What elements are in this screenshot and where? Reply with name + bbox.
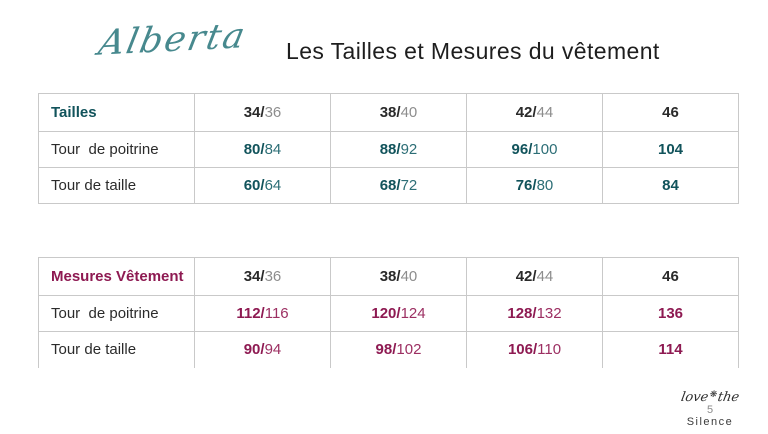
value-main: 84 bbox=[662, 177, 679, 194]
size-column-header: 38/40 bbox=[330, 257, 467, 296]
size-main: 46 bbox=[662, 104, 679, 121]
body-sizes-table: Tailles 34/36 38/40 42/44 46 Tour de poi… bbox=[38, 93, 739, 204]
measure-cell: 80/84 bbox=[194, 131, 331, 168]
value-main: 76/ bbox=[515, 177, 537, 194]
value-main: 68/ bbox=[379, 177, 401, 194]
footer-silence-text: Silence bbox=[686, 415, 734, 428]
size-secondary: 44 bbox=[536, 104, 554, 121]
page-number: 5 bbox=[706, 403, 714, 416]
size-column-header: 34/36 bbox=[194, 93, 331, 132]
size-secondary: 36 bbox=[264, 268, 282, 285]
value-main: 88/ bbox=[379, 141, 401, 158]
measure-cell: 106/110 bbox=[466, 331, 603, 368]
value-secondary: 110 bbox=[537, 341, 562, 359]
value-secondary: 80 bbox=[536, 177, 554, 194]
measure-cell: 76/80 bbox=[466, 167, 603, 204]
table-row: Tour de poitrine 112/116 120/124 128/132… bbox=[38, 295, 739, 332]
value-main: 114 bbox=[658, 341, 683, 359]
value-main: 60/ bbox=[243, 177, 265, 194]
row-label-taille: Tour de taille bbox=[38, 331, 195, 368]
brand-logo-alberta: Alberta bbox=[95, 16, 251, 64]
value-secondary: 94 bbox=[264, 341, 282, 359]
size-secondary: 40 bbox=[400, 104, 418, 121]
page-title: Les Tailles et Mesures du vêtement bbox=[286, 38, 660, 64]
size-main: 38/ bbox=[379, 268, 401, 285]
footer-love-text: love bbox=[679, 389, 710, 405]
value-secondary: 116 bbox=[264, 305, 289, 322]
size-column-header: 38/40 bbox=[330, 93, 467, 132]
size-column-header: 42/44 bbox=[466, 93, 603, 132]
measure-cell: 112/116 bbox=[194, 295, 331, 332]
measure-cell: 84 bbox=[602, 167, 739, 204]
footer-brand-logo: love❋the 5 Silence bbox=[661, 389, 760, 428]
measure-cell: 88/92 bbox=[330, 131, 467, 168]
measure-cell: 120/124 bbox=[330, 295, 467, 332]
table-header-row: Tailles 34/36 38/40 42/44 46 bbox=[38, 93, 739, 132]
value-main: 112/ bbox=[236, 305, 265, 322]
table-row: Tour de poitrine 80/84 88/92 96/100 104 bbox=[38, 131, 739, 168]
row-label-poitrine: Tour de poitrine bbox=[38, 295, 195, 332]
value-main: 90/ bbox=[243, 341, 265, 359]
value-main: 96/ bbox=[511, 141, 533, 158]
value-main: 136 bbox=[657, 305, 684, 322]
measure-cell: 98/102 bbox=[330, 331, 467, 368]
size-column-header: 34/36 bbox=[194, 257, 331, 296]
size-secondary: 36 bbox=[264, 104, 282, 121]
size-column-header: 46 bbox=[602, 93, 739, 132]
value-secondary: 64 bbox=[264, 177, 282, 194]
value-secondary: 102 bbox=[396, 341, 422, 359]
measure-cell: 60/64 bbox=[194, 167, 331, 204]
size-column-header: 46 bbox=[602, 257, 739, 296]
size-main: 38/ bbox=[379, 104, 401, 121]
size-secondary: 40 bbox=[400, 268, 418, 285]
value-main: 120/ bbox=[371, 305, 401, 322]
value-secondary: 124 bbox=[400, 305, 426, 322]
table-row: Tour de taille 90/94 98/102 106/110 114 bbox=[38, 331, 739, 368]
measure-cell: 128/132 bbox=[466, 295, 603, 332]
measure-cell: 68/72 bbox=[330, 167, 467, 204]
size-main: 42/ bbox=[515, 268, 537, 285]
value-secondary: 132 bbox=[536, 305, 562, 322]
value-secondary: 92 bbox=[400, 141, 418, 158]
measure-cell: 90/94 bbox=[194, 331, 331, 368]
garment-measures-table: Mesures Vêtement 34/36 38/40 42/44 46 To… bbox=[38, 257, 739, 368]
measure-cell: 114 bbox=[602, 331, 739, 368]
value-secondary: 84 bbox=[264, 141, 282, 158]
footer-the-text: the bbox=[716, 389, 741, 405]
size-main: 34/ bbox=[243, 268, 265, 285]
value-secondary: 100 bbox=[532, 141, 558, 158]
value-secondary: 72 bbox=[400, 177, 418, 194]
table-title-mesures-vetement: Mesures Vêtement bbox=[38, 257, 195, 296]
table-row: Tour de taille 60/64 68/72 76/80 84 bbox=[38, 167, 739, 204]
value-main: 80/ bbox=[243, 141, 265, 158]
value-main: 104 bbox=[657, 141, 684, 158]
size-main: 42/ bbox=[515, 104, 537, 121]
footer-script-line: love❋the bbox=[661, 389, 760, 405]
value-main: 98/ bbox=[375, 341, 397, 359]
size-secondary: 44 bbox=[536, 268, 554, 285]
row-label-poitrine: Tour de poitrine bbox=[38, 131, 195, 168]
row-label-taille: Tour de taille bbox=[38, 167, 195, 204]
measure-cell: 104 bbox=[602, 131, 739, 168]
size-main: 46 bbox=[662, 268, 679, 285]
table-header-row: Mesures Vêtement 34/36 38/40 42/44 46 bbox=[38, 257, 739, 296]
size-main: 34/ bbox=[243, 104, 265, 121]
value-main: 128/ bbox=[507, 305, 537, 322]
table-title-tailles: Tailles bbox=[38, 93, 195, 132]
measure-cell: 96/100 bbox=[466, 131, 603, 168]
measure-cell: 136 bbox=[602, 295, 739, 332]
size-column-header: 42/44 bbox=[466, 257, 603, 296]
value-main: 106/ bbox=[507, 341, 538, 359]
